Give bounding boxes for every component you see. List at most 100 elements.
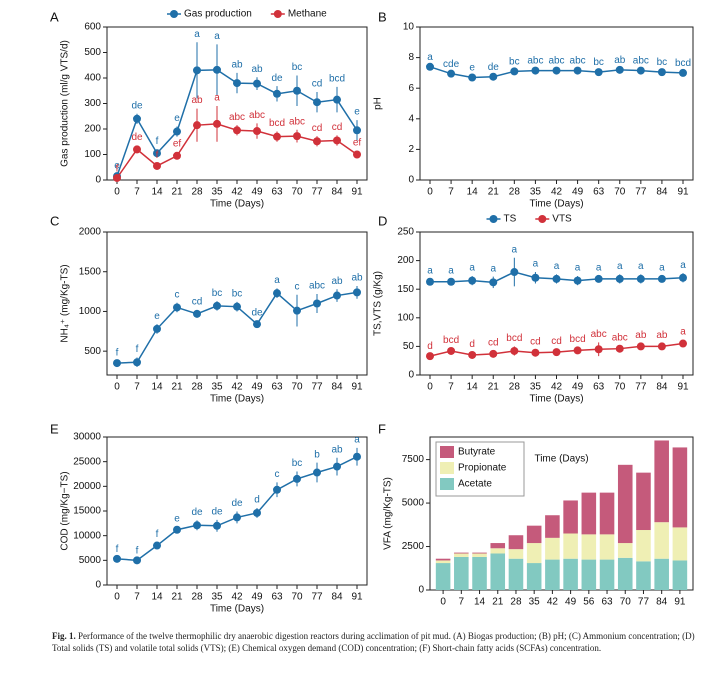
x-tick-label: 21 [488,382,500,393]
significance-label: bcd [675,58,691,69]
legend-label: Methane [288,9,327,20]
point [233,513,241,522]
significance-label: b [314,449,320,460]
significance-label: d [469,339,475,350]
point [333,462,341,471]
x-tick-label: 35 [211,187,223,198]
caption-text: Performance of the twelve thermophilic d… [52,631,695,653]
x-tick-label: 0 [440,597,446,608]
significance-label: f [116,163,119,174]
significance-label: abc [612,332,628,343]
significance-label: f [156,529,159,540]
y-axis-label: COD (mg/Kg−TS) [60,471,71,550]
point [273,132,281,141]
x-tick-label: 70 [291,592,303,603]
point [173,151,181,160]
point [468,73,477,82]
point [313,98,321,107]
significance-label: bc [509,56,520,67]
x-tick-label: 7 [448,187,454,198]
x-tick-label: 70 [291,382,303,393]
y-axis-label: Gas production (ml/g VTS/d) [60,40,71,167]
point [233,126,241,135]
x-tick-label: 84 [331,382,343,393]
significance-label: f [156,136,159,147]
caption: Fig. 1. Performance of the twelve thermo… [52,630,702,654]
significance-label: a [490,263,496,274]
legend-swatch [440,462,454,474]
significance-label: bc [657,57,668,68]
x-tick-label: 35 [530,382,542,393]
bar-segment [563,558,578,590]
panel-letter: D [378,213,387,228]
significance-label: a [638,261,644,272]
x-tick-label: 21 [488,187,500,198]
x-tick-label: 14 [151,592,163,603]
x-tick-label: 63 [593,187,605,198]
legend-label: VTS [552,214,572,225]
point [636,274,645,283]
bar-segment [599,559,615,590]
point [615,65,624,74]
point [636,66,645,75]
point [615,274,624,283]
x-tick-label: 63 [601,597,613,608]
x-tick-label: 28 [191,187,203,198]
bar-segment [435,563,451,590]
panel-letter: E [50,421,59,436]
point [213,301,221,310]
significance-label: de [211,507,223,518]
y-tick-label: 10000 [73,530,101,541]
bar-segment [435,558,451,561]
point [193,309,201,318]
legend-marker [538,215,547,223]
x-tick-label: 7 [459,597,465,608]
bar-segment [672,527,688,561]
point [333,136,341,145]
x-tick-label: 28 [509,382,521,393]
y-tick-label: 10 [403,22,415,33]
point [193,66,201,75]
significance-label: ab [231,60,243,71]
point [233,302,241,311]
x-tick-label: 49 [572,187,584,198]
x-tick-label: 21 [171,592,183,603]
point [679,339,687,348]
point [333,291,341,300]
y-tick-label: 0 [95,175,101,186]
point [353,288,361,297]
x-tick-label: 42 [551,382,563,393]
bar-segment [472,553,487,557]
y-tick-label: 200 [397,255,414,266]
bar-segment [490,548,506,554]
bar-segment [526,543,542,564]
bar-segment [654,522,669,559]
plot-frame [429,436,694,591]
x-tick-label: 49 [572,382,584,393]
point [426,277,434,286]
x-tick-label: 49 [565,597,577,608]
point [552,274,561,283]
point [426,62,434,71]
y-tick-label: 0 [408,175,414,186]
point [510,67,519,76]
point [193,521,201,530]
point [313,137,321,146]
significance-label: a [427,52,433,63]
x-tick-label: 77 [311,592,323,603]
x-tick-label: 21 [171,187,183,198]
x-tick-label: 14 [151,382,163,393]
significance-label: c [295,281,300,292]
significance-label: a [659,263,665,274]
point [531,273,540,282]
point [353,452,361,461]
significance-label: a [354,434,360,445]
significance-label: abc [548,56,564,67]
y-tick-label: 50 [403,341,415,352]
significance-label: e [154,311,160,322]
x-tick-label: 63 [593,382,605,393]
significance-label: cd [332,122,343,133]
significance-label: f [136,344,139,355]
significance-label: ab [614,55,626,66]
